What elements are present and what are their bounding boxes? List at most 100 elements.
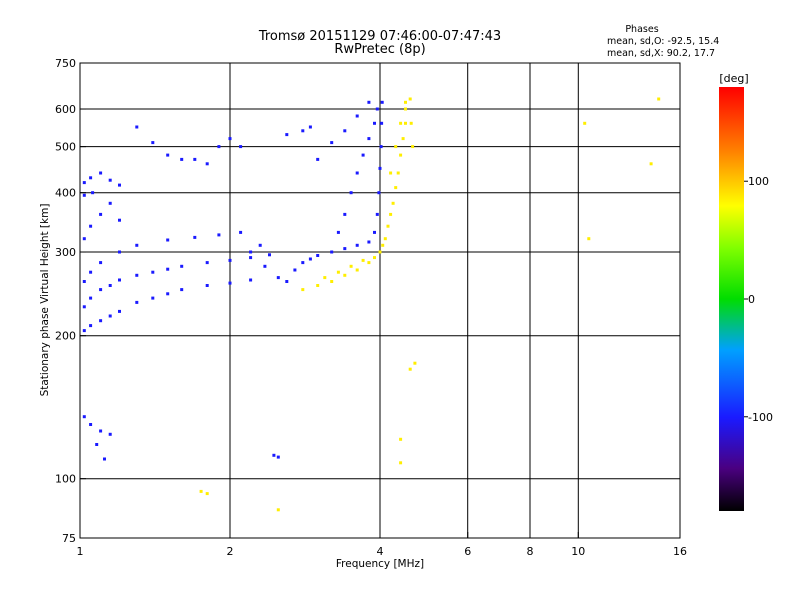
data-point — [373, 230, 376, 234]
x-tick-label: 16 — [673, 545, 687, 558]
data-point — [404, 107, 407, 111]
data-point — [396, 171, 400, 175]
data-point — [82, 280, 86, 283]
data-point — [89, 423, 93, 426]
data-point — [199, 489, 203, 493]
data-point — [386, 224, 390, 228]
data-point — [394, 186, 398, 190]
data-point — [151, 270, 155, 274]
phase-info-x: mean, sd,X: 90.2, 17.7 — [607, 48, 715, 59]
data-point — [99, 429, 103, 433]
data-point — [249, 250, 253, 254]
data-point — [343, 129, 347, 133]
data-point — [657, 97, 661, 101]
data-point — [89, 176, 93, 180]
data-point — [355, 114, 359, 118]
data-point — [375, 212, 379, 216]
data-point — [89, 270, 93, 274]
data-point — [367, 240, 371, 244]
data-point — [82, 237, 86, 241]
data-point — [239, 145, 243, 149]
data-point — [401, 137, 405, 141]
data-point — [380, 121, 384, 125]
data-point — [258, 243, 262, 247]
data-point — [378, 250, 382, 254]
x-tick-label: 10 — [571, 545, 585, 558]
data-point — [308, 125, 312, 129]
data-point — [180, 157, 184, 161]
chart-title: Tromsø 20151129 07:46:00-07:47:43 — [258, 29, 501, 44]
data-point — [301, 261, 305, 265]
data-point — [135, 125, 139, 129]
series-O — [82, 100, 384, 461]
x-axis-label: Frequency [MHz] — [336, 558, 424, 570]
data-point — [323, 276, 327, 280]
data-point — [249, 256, 253, 260]
data-point — [583, 121, 587, 125]
data-point — [375, 107, 379, 111]
colorbar — [719, 87, 744, 511]
data-point — [389, 171, 393, 175]
axis-ticks: 1 2 4 6 8 10 16 75 100 200 300 400 500 600 750 — [55, 57, 687, 558]
data-point — [263, 264, 267, 268]
data-point — [228, 258, 232, 262]
data-point — [193, 235, 197, 239]
data-point — [95, 443, 99, 446]
data-point — [99, 171, 103, 175]
data-point — [391, 201, 395, 205]
data-point — [367, 137, 371, 141]
data-point — [361, 258, 365, 262]
data-point — [108, 178, 112, 182]
data-point — [373, 256, 376, 260]
phase-info-o: mean, sd,O: -92.5, 15.4 — [607, 36, 719, 47]
data-point — [180, 264, 184, 268]
data-point — [408, 367, 412, 371]
data-point — [166, 267, 170, 271]
data-point — [193, 157, 197, 161]
data-point — [336, 230, 340, 234]
data-point — [301, 288, 305, 292]
data-point — [367, 100, 371, 104]
data-point — [293, 268, 297, 272]
y-tick-label: 75 — [62, 532, 76, 545]
data-point — [379, 145, 383, 149]
data-point — [82, 193, 86, 197]
data-point — [381, 243, 385, 247]
data-point — [649, 162, 653, 166]
data-point — [316, 254, 320, 257]
colorbar-tick-label: 0 — [748, 293, 755, 306]
data-point — [82, 415, 86, 419]
data-point — [205, 261, 209, 265]
series-X — [199, 97, 661, 512]
data-point — [151, 141, 155, 145]
colorbar-ticks: 100 0 -100 — [744, 175, 773, 424]
colorbar-tick-label: -100 — [748, 411, 773, 424]
data-point — [316, 284, 320, 287]
data-point — [336, 270, 340, 274]
data-point — [399, 153, 403, 157]
data-point — [378, 166, 382, 170]
data-point — [118, 218, 121, 222]
data-point — [217, 233, 221, 237]
data-point — [205, 162, 209, 166]
data-point — [99, 288, 103, 292]
data-point — [355, 268, 359, 272]
data-point — [82, 305, 86, 309]
data-point — [394, 145, 398, 149]
data-point — [276, 276, 280, 280]
data-point — [404, 121, 407, 125]
data-point — [330, 250, 334, 254]
data-point — [411, 145, 415, 149]
data-point — [355, 171, 359, 175]
data-point — [103, 457, 106, 461]
data-point — [409, 121, 413, 125]
data-point — [91, 191, 95, 195]
data-point — [205, 284, 209, 287]
data-point — [308, 257, 312, 261]
data-point — [135, 273, 139, 277]
data-point — [349, 264, 353, 268]
data-point — [82, 181, 86, 185]
data-point — [118, 183, 121, 187]
data-point — [373, 121, 376, 125]
data-point — [343, 273, 347, 277]
